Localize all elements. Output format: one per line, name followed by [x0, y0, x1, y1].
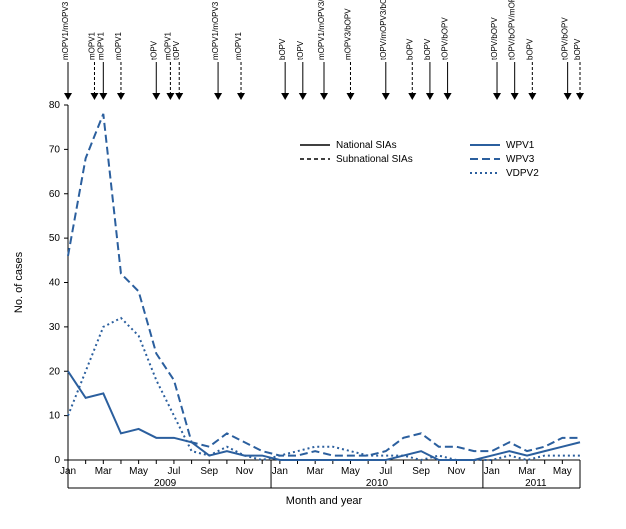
legend-sia-label: National SIAs — [336, 140, 397, 151]
sia-label: mOPV1/mOPV3 — [61, 1, 70, 60]
sia-label: bOPV — [525, 38, 534, 60]
x-axis-label: Month and year — [286, 495, 363, 507]
chart-container: 0 10 20 30 40 50 60 70 80 No. of cases Jan Mar May Ju… — [0, 0, 626, 529]
legend-series-label: VDPV2 — [506, 168, 539, 179]
sia-label: tOPV/bOPV — [441, 17, 450, 60]
year-label: 2011 — [525, 478, 547, 489]
polio-cases-chart: 0 10 20 30 40 50 60 70 80 No. of cases Jan Mar May Ju… — [0, 0, 626, 529]
x-tick-label: Mar — [307, 466, 325, 477]
sia-label: mOPV1 — [87, 31, 96, 60]
legend-series-label: WPV1 — [506, 140, 535, 151]
legend-series-label: WPV3 — [506, 154, 535, 165]
year-label: 2009 — [154, 478, 177, 489]
sia-label: mOPV3/bOPV — [343, 8, 352, 60]
y-tick-label: 60 — [49, 189, 61, 200]
x-tick-label: May — [553, 466, 572, 477]
sia-label: tOPV/bOPV — [490, 17, 499, 60]
x-tick-label: Mar — [95, 466, 113, 477]
y-tick-label: 80 — [49, 100, 61, 111]
sia-label: mOPV1 — [114, 31, 123, 60]
sia-label: bOPV — [573, 38, 582, 60]
sia-label: mOPV1/mOPV3 — [211, 1, 220, 60]
sia-label: tOPV — [149, 40, 158, 60]
x-tick-label: Jul — [168, 466, 181, 477]
sia-label: bOPV — [278, 38, 287, 60]
x-tick-label: Nov — [448, 466, 466, 477]
y-tick-label: 20 — [49, 366, 61, 377]
x-tick-label: May — [129, 466, 148, 477]
sia-label: mOPV1 — [163, 31, 172, 60]
x-tick-label: Jan — [272, 466, 288, 477]
y-tick-label: 0 — [54, 455, 60, 466]
sia-label: bOPV — [405, 38, 414, 60]
x-tick-label: Sep — [200, 466, 218, 477]
sia-label: tOPV — [296, 40, 305, 60]
sia-label: tOPV/bOPV/mOPV3 — [508, 0, 517, 60]
y-tick-label: 70 — [49, 144, 61, 155]
x-tick-label: May — [341, 466, 360, 477]
year-label: 2010 — [366, 478, 389, 489]
y-tick-label: 30 — [49, 322, 61, 333]
x-tick-label: Nov — [236, 466, 254, 477]
legend-sia-label: Subnational SIAs — [336, 154, 413, 165]
y-tick-label: 50 — [49, 233, 61, 244]
sia-label: bOPV — [423, 38, 432, 60]
x-tick-label: Mar — [518, 466, 536, 477]
sia-label: mOPV1 — [96, 31, 105, 60]
y-tick-label: 10 — [49, 411, 61, 422]
y-tick-label: 40 — [49, 278, 61, 289]
y-axis-label: No. of cases — [13, 251, 25, 313]
sia-label: mOPV1/mOPV3/bOPV — [317, 0, 326, 60]
sia-label: tOPV/mOPV3/bOPV — [379, 0, 388, 60]
sia-label: tOPV/bOPV — [561, 17, 570, 60]
sia-label: mOPV1 — [234, 31, 243, 60]
x-tick-label: Sep — [412, 466, 430, 477]
x-tick-label: Jan — [484, 466, 500, 477]
sia-label: tOPV — [172, 40, 181, 60]
x-tick-label: Jul — [379, 466, 392, 477]
